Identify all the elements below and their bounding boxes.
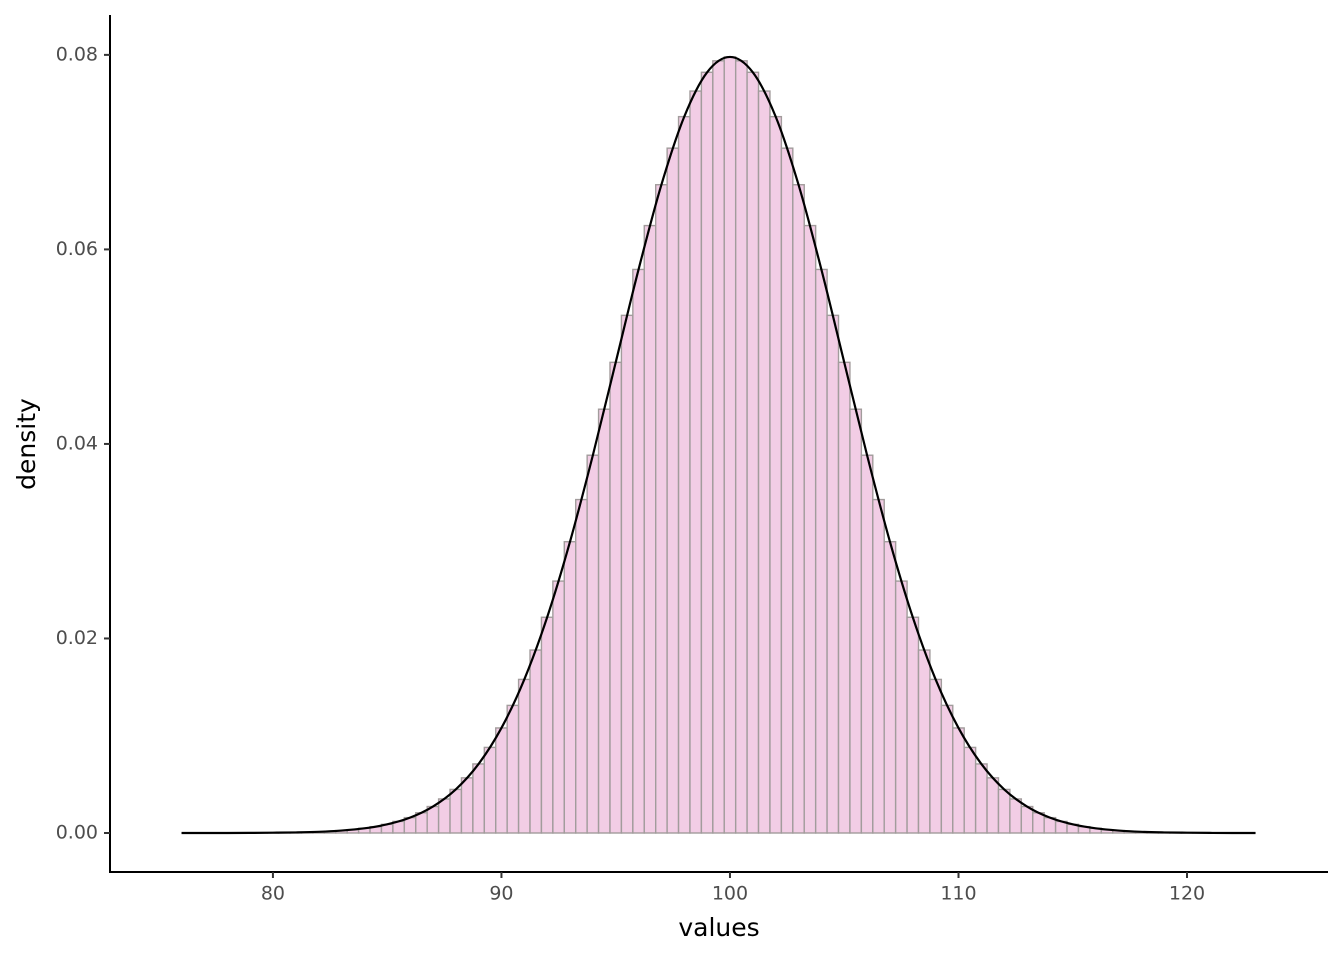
bar bbox=[837, 361, 851, 834]
bar bbox=[734, 60, 748, 834]
bar bbox=[906, 616, 920, 834]
bar bbox=[1032, 812, 1045, 834]
y-tick-label: 0.02 bbox=[56, 627, 98, 649]
bar bbox=[620, 314, 634, 834]
bar bbox=[632, 268, 645, 834]
bar bbox=[826, 314, 840, 834]
bar bbox=[780, 147, 794, 834]
bar bbox=[803, 224, 817, 834]
x-tick-label: 100 bbox=[712, 883, 748, 905]
bar bbox=[666, 147, 680, 834]
x-tick-label: 90 bbox=[489, 883, 513, 905]
x-tick-label: 120 bbox=[1169, 883, 1205, 905]
bar bbox=[963, 746, 977, 834]
y-tick-label: 0.08 bbox=[56, 43, 98, 65]
bar bbox=[814, 268, 828, 834]
bar bbox=[917, 649, 931, 834]
bar bbox=[563, 540, 577, 834]
bar bbox=[597, 408, 611, 834]
density-curve bbox=[181, 55, 1256, 835]
bar bbox=[894, 580, 908, 834]
bar bbox=[449, 788, 463, 834]
bar bbox=[883, 540, 897, 834]
bar bbox=[952, 727, 965, 834]
bar bbox=[872, 498, 885, 834]
bar bbox=[700, 71, 714, 834]
bar bbox=[929, 678, 943, 834]
bar bbox=[586, 454, 600, 834]
y-tick-label: 0.06 bbox=[56, 238, 98, 260]
bar bbox=[529, 649, 543, 834]
bar bbox=[643, 224, 657, 834]
bar bbox=[769, 115, 783, 834]
bar bbox=[506, 704, 520, 834]
bar bbox=[1009, 798, 1023, 834]
bar bbox=[689, 90, 703, 834]
x-axis-title: values bbox=[678, 913, 759, 942]
bar bbox=[723, 56, 737, 834]
bar bbox=[483, 746, 497, 834]
bar bbox=[495, 727, 508, 834]
bar bbox=[986, 777, 1000, 834]
bar bbox=[609, 361, 623, 834]
bar bbox=[460, 777, 474, 834]
y-tick-label: 0.04 bbox=[56, 432, 98, 454]
bar bbox=[677, 115, 691, 834]
bar bbox=[974, 763, 988, 834]
y-tick-label: 0.00 bbox=[56, 821, 98, 843]
y-axis-title: density bbox=[12, 398, 41, 490]
bar bbox=[540, 616, 554, 834]
bar bbox=[940, 704, 954, 834]
bar bbox=[757, 90, 771, 834]
bar bbox=[437, 798, 451, 834]
bar bbox=[746, 71, 760, 834]
bar bbox=[712, 60, 725, 834]
bar bbox=[426, 805, 440, 834]
bar bbox=[849, 408, 863, 834]
bar bbox=[997, 788, 1011, 834]
bar bbox=[415, 812, 428, 834]
bar bbox=[792, 184, 805, 834]
bar bbox=[575, 498, 588, 834]
x-tick-label: 110 bbox=[940, 883, 976, 905]
bar bbox=[1020, 805, 1034, 834]
x-tick-label: 80 bbox=[261, 883, 285, 905]
bar bbox=[552, 580, 565, 834]
bar bbox=[517, 678, 531, 834]
bar bbox=[860, 454, 874, 834]
bar bbox=[655, 184, 668, 834]
bar bbox=[472, 763, 486, 834]
